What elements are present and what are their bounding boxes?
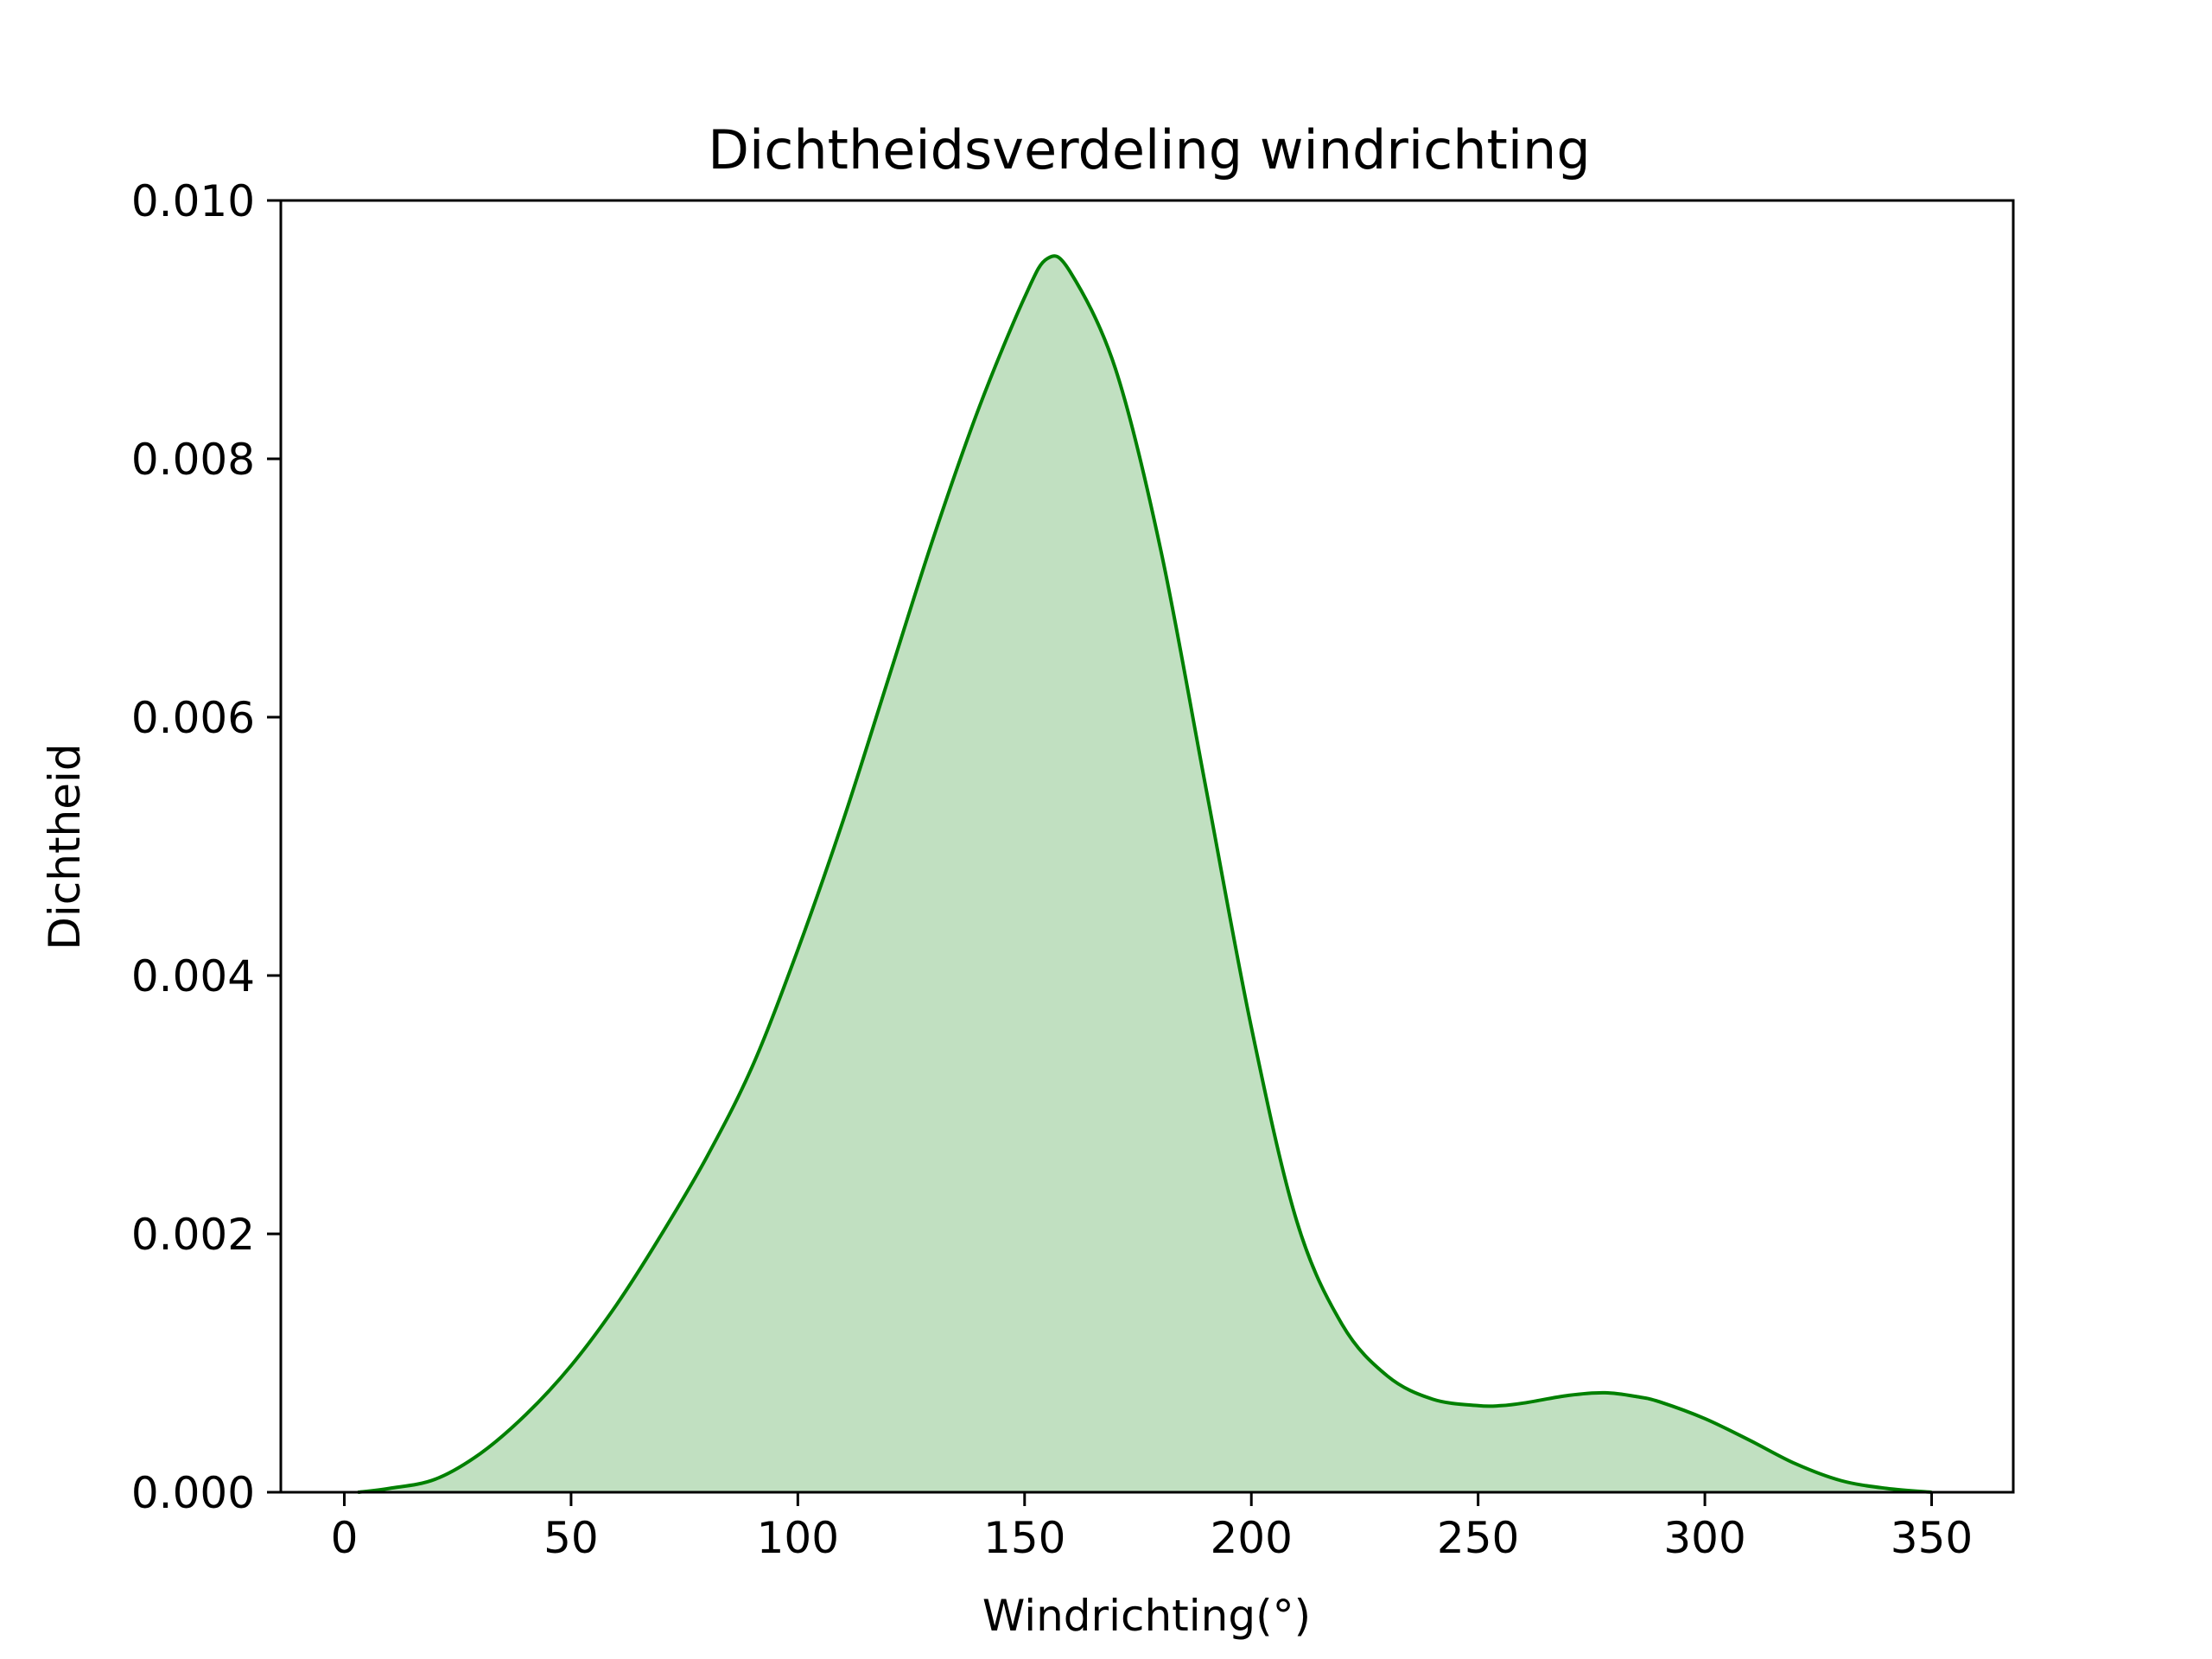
y-tick-label: 0.004 xyxy=(131,951,255,1001)
x-tick-label: 0 xyxy=(331,1513,359,1563)
x-tick-label: 50 xyxy=(543,1513,599,1563)
x-tick-label: 200 xyxy=(1211,1513,1293,1563)
density-curve-line xyxy=(357,254,1932,1494)
y-tick-label: 0.000 xyxy=(131,1468,255,1518)
x-axis-label: Windrichting(°) xyxy=(982,1591,1311,1641)
x-tick-label: 100 xyxy=(757,1513,839,1563)
x-axis-ticks: 0 50 100 150 200 250 300 350 xyxy=(331,1492,1973,1563)
plot-area xyxy=(357,254,1932,1494)
axes-frame xyxy=(279,199,2015,1494)
y-tick-label: 0.010 xyxy=(131,176,255,226)
density-fill-area xyxy=(358,256,1932,1492)
chart-title: Dichtheidsverdeling windrichting xyxy=(708,118,1590,181)
x-tick-label: 150 xyxy=(983,1513,1065,1563)
y-tick-label: 0.006 xyxy=(131,693,255,743)
x-tick-label: 350 xyxy=(1891,1513,1973,1563)
y-tick-label: 0.008 xyxy=(131,435,255,485)
x-tick-label: 300 xyxy=(1663,1513,1745,1563)
x-tick-label: 250 xyxy=(1437,1513,1519,1563)
y-axis-label: Dichtheid xyxy=(40,743,90,950)
y-axis-ticks: 0.000 0.002 0.004 0.006 0.008 0.010 xyxy=(131,176,281,1518)
y-tick-label: 0.002 xyxy=(131,1210,255,1260)
